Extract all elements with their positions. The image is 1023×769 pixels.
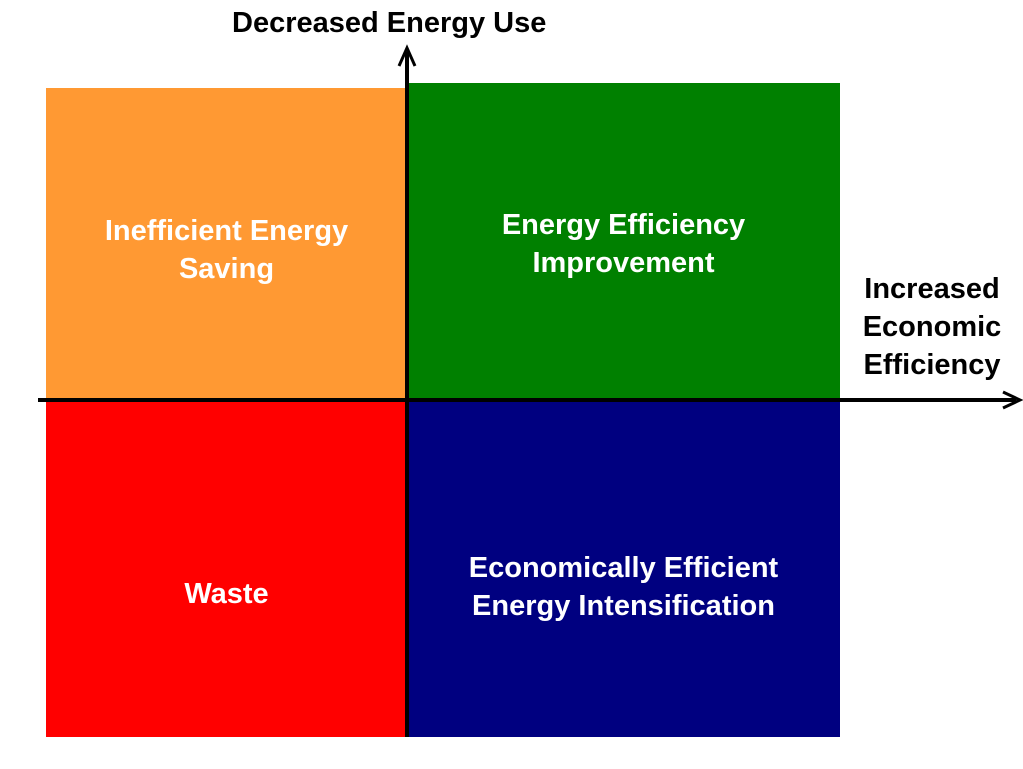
x-axis-arrowhead <box>1002 390 1023 410</box>
quadrant-inefficient-energy-saving: Inefficient Energy Saving <box>46 88 407 400</box>
quadrant-waste: Waste <box>46 400 407 737</box>
quadrant-label: Economically Efficient Energy Intensific… <box>468 552 779 622</box>
quadrant-label: Waste <box>184 578 269 610</box>
y-axis-arrowhead <box>397 44 417 67</box>
quadrant-economically-efficient-energy-intensification: Economically Efficient Energy Intensific… <box>407 400 840 737</box>
quadrant-label: Energy Efficiency Improvement <box>501 209 746 279</box>
y-axis-label: Decreased Energy Use <box>232 7 547 39</box>
quadrant-label: Inefficient Energy Saving <box>104 215 349 285</box>
x-axis-label: Increased Economic Efficiency <box>862 273 1002 381</box>
quadrant-energy-efficiency-improvement: Energy Efficiency Improvement <box>407 83 840 400</box>
